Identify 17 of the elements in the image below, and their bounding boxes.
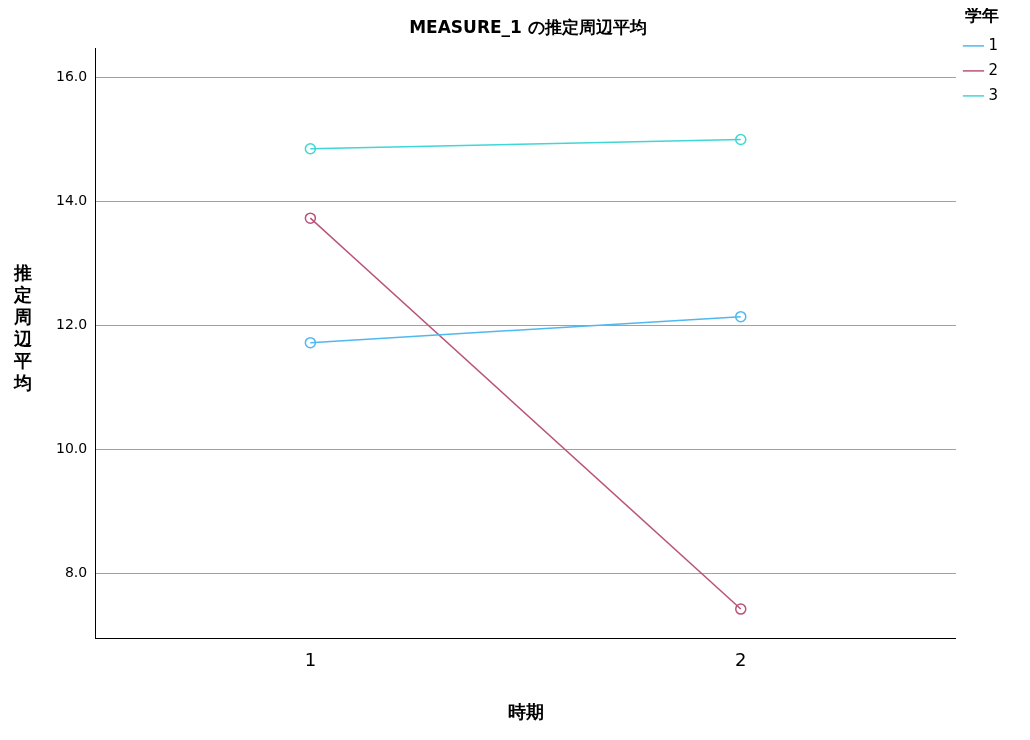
chart-title: MEASURE_1 の推定周辺平均 xyxy=(409,16,647,37)
x-axis-title: 時期 xyxy=(507,700,544,722)
y-axis-title: 推定周辺平均 xyxy=(14,262,32,394)
point xyxy=(735,133,747,146)
y-tick-label: 14.0 xyxy=(56,192,88,209)
legend-label: 3 xyxy=(988,85,998,104)
legend-label: 1 xyxy=(988,35,998,54)
point xyxy=(735,603,747,615)
point xyxy=(304,336,317,349)
y-tick-label: 12.0 xyxy=(56,315,88,332)
y-tick-label: 10.0 xyxy=(56,439,88,456)
point xyxy=(304,143,317,155)
y-tick-label: 16.0 xyxy=(56,68,88,85)
point xyxy=(735,310,747,323)
y-tick-label: 8.0 xyxy=(64,563,88,580)
point xyxy=(304,212,317,224)
legend-label: 2 xyxy=(988,60,998,79)
